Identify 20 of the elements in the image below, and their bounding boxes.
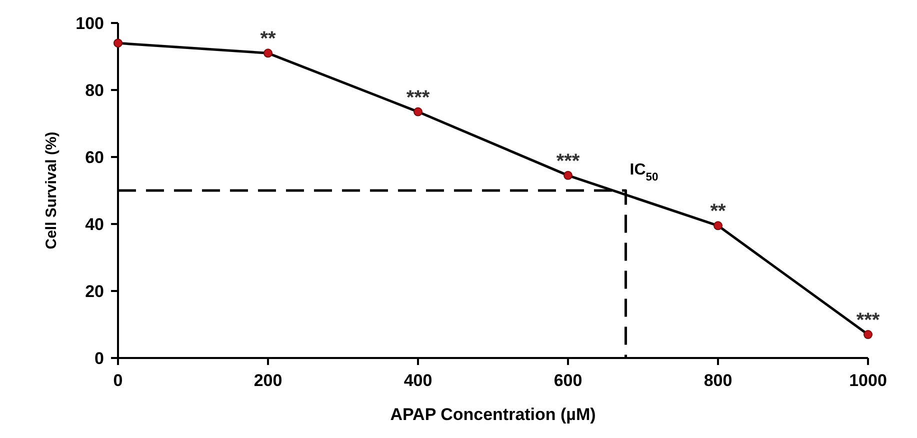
x-tick-label: 600: [554, 371, 582, 390]
y-tick-label: 60: [85, 148, 104, 167]
y-tick-label: 80: [85, 81, 104, 100]
y-tick-label: 100: [76, 14, 104, 33]
x-tick-label: 400: [404, 371, 432, 390]
x-tick-label: 1000: [849, 371, 887, 390]
x-tick-label: 0: [113, 371, 123, 390]
annotation: **: [710, 200, 726, 223]
annotation: **: [260, 28, 276, 50]
y-tick-label: 20: [85, 282, 104, 301]
annotation: IC$_{50}$: [630, 162, 658, 184]
annotation: ***: [406, 86, 430, 109]
x-tick-label: 800: [704, 371, 732, 390]
y-axis-title: Cell Survival (%): [43, 132, 60, 250]
annotation: ***: [556, 150, 580, 172]
y-tick-label: 40: [85, 215, 104, 234]
annotation: ***: [856, 310, 880, 332]
x-tick-label: 200: [254, 371, 282, 390]
x-axis-title: APAP Concentration (µM): [390, 405, 596, 424]
y-tick-label: 0: [94, 349, 104, 368]
